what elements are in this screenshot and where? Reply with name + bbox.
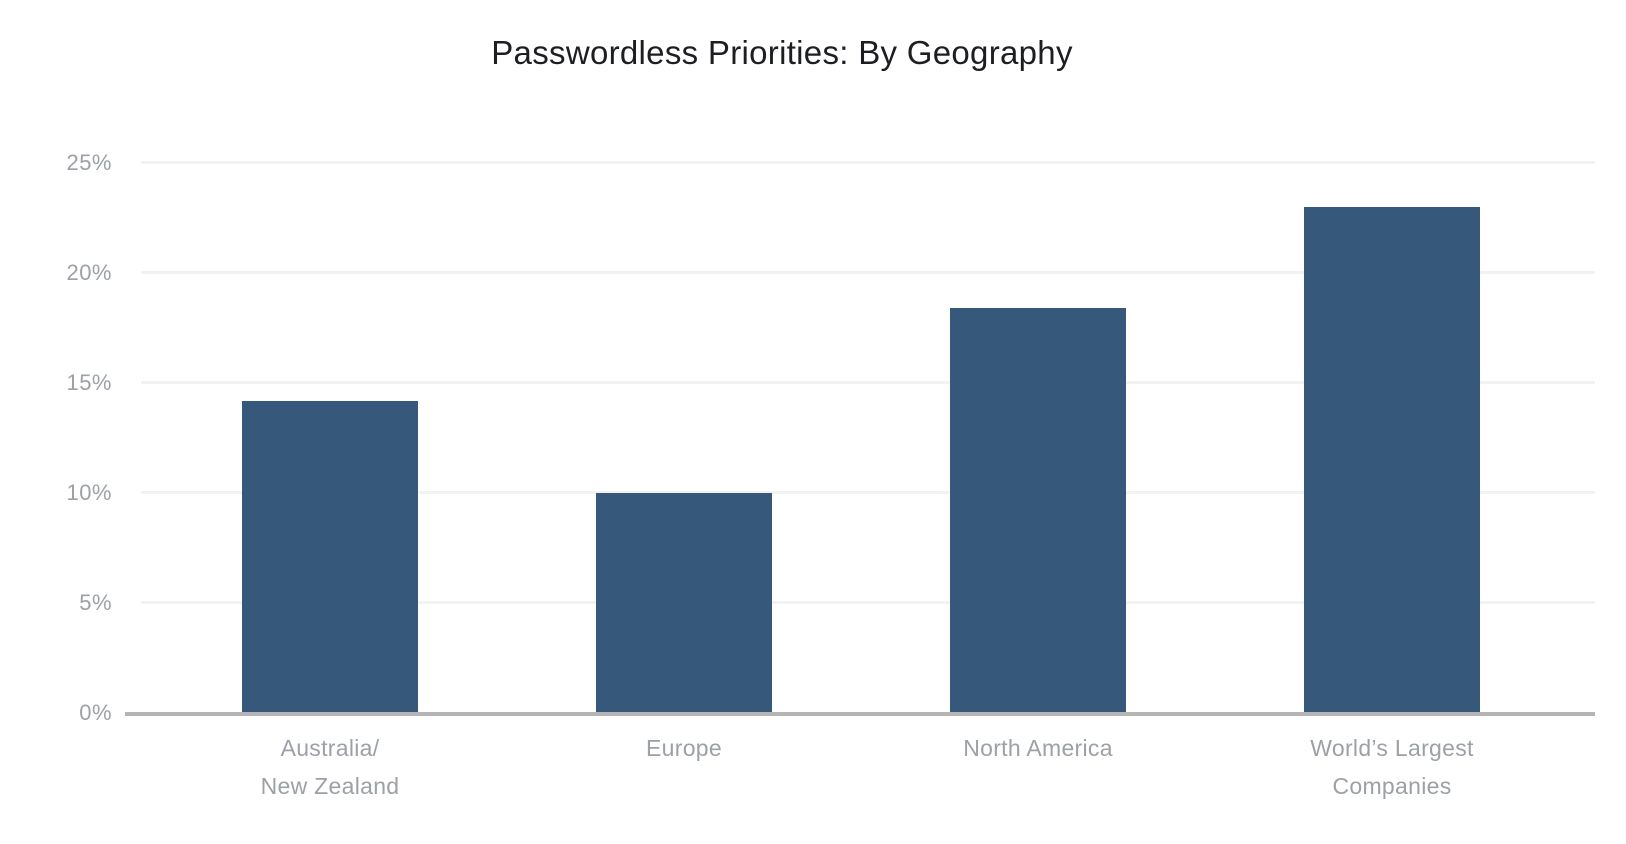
- bar-australia-new-zealand: [242, 401, 418, 714]
- y-axis-tick-label-25: 25%: [66, 150, 112, 175]
- y-axis-tick-label-5: 5%: [79, 590, 112, 615]
- y-axis-tick-label-15: 15%: [66, 370, 112, 395]
- bar-world-s-largest-companies: [1304, 207, 1480, 714]
- gridline-5: [141, 601, 1595, 604]
- gridline-15: [141, 381, 1595, 384]
- x-axis-label-north-america: North America: [963, 735, 1113, 761]
- chart-title: Passwordless Priorities: By Geography: [491, 34, 1073, 71]
- gridline-20: [141, 271, 1595, 274]
- gridline-25: [141, 161, 1595, 164]
- x-axis-line: [125, 712, 1595, 716]
- bar-north-america: [950, 308, 1126, 714]
- y-axis-tick-label-0: 0%: [79, 700, 112, 725]
- x-axis-label-world-s-largest-companies: World’s Largest Companies: [1310, 735, 1474, 799]
- gridline-10: [141, 491, 1595, 494]
- y-axis-tick-label-10: 10%: [66, 480, 112, 505]
- x-axis-label-europe: Europe: [646, 735, 722, 761]
- y-axis-tick-label-20: 20%: [66, 260, 112, 285]
- bar-europe: [596, 493, 772, 714]
- x-axis-label-australia-new-zealand: Australia/ New Zealand: [260, 735, 400, 799]
